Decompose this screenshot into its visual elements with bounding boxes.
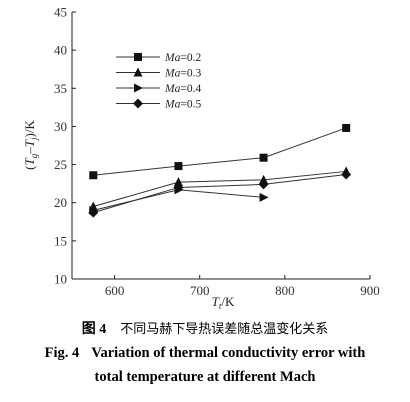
caption-en-line2: total temperature at different Mach	[94, 369, 316, 385]
legend-label: Ma=0.2	[164, 52, 201, 64]
legend-item: Ma=0.3	[116, 67, 201, 80]
x-axis-label: Tt/K	[212, 294, 235, 311]
y-tick-label: 35	[54, 81, 67, 96]
legend-label: Ma=0.3	[164, 68, 201, 80]
y-tick-label: 30	[54, 119, 67, 134]
legend-item: Ma=0.2	[116, 52, 201, 64]
x-tick-label: 900	[360, 283, 380, 298]
series-group	[88, 123, 352, 218]
series-line	[93, 127, 347, 176]
series-4	[88, 169, 352, 218]
series-line	[93, 173, 347, 214]
legend: Ma=0.2 Ma=0.3 Ma=0.4 Ma=0.5	[116, 52, 201, 111]
data-point	[173, 182, 184, 193]
data-point	[259, 153, 268, 162]
data-point	[174, 162, 183, 171]
series-line	[93, 170, 347, 208]
y-tick-label: 20	[54, 195, 67, 210]
y-tick-label: 15	[54, 233, 67, 248]
data-point	[88, 207, 99, 218]
caption-cn-text: 不同马赫下导热误差随总温变化关系	[120, 322, 329, 337]
x-tick-label: 600	[105, 283, 125, 298]
data-point	[342, 123, 351, 132]
data-point	[173, 177, 183, 187]
series-line	[93, 189, 264, 211]
series-1	[89, 123, 351, 180]
caption-en-fig: Fig. 4	[44, 345, 80, 361]
caption-english-line-1: Fig. 4 Variation of thermal conductivity …	[0, 345, 410, 362]
caption-english-line-2: total temperature at different Mach	[0, 369, 410, 386]
legend-marker	[133, 98, 143, 109]
legend-item: Ma=0.4	[116, 83, 201, 95]
legend-label: Ma=0.4	[164, 83, 201, 95]
legend-marker	[134, 83, 143, 93]
y-tick-label: 45	[54, 5, 67, 20]
legend-marker	[133, 67, 143, 77]
data-point	[259, 174, 269, 184]
y-tick-label: 25	[54, 157, 67, 172]
y-tick-label: 10	[54, 272, 67, 287]
y-axis-label: (Tg–Tj)/K	[22, 120, 39, 170]
data-point	[341, 169, 352, 180]
x-tick-label: 700	[190, 283, 210, 298]
axes: 10 15 20 25 30 35 40 45 600 700 800 900	[54, 5, 380, 299]
legend-item: Ma=0.5	[116, 98, 201, 111]
caption-cn-number: 图 4	[81, 322, 107, 337]
y-tick-label: 40	[54, 43, 67, 58]
x-tick-label: 800	[275, 283, 295, 298]
legend-label: Ma=0.5	[164, 99, 201, 111]
data-point	[258, 179, 269, 190]
caption-en-line1: Variation of thermal conductivity error …	[91, 345, 366, 361]
data-point	[89, 171, 98, 180]
series-2	[88, 166, 351, 211]
data-point	[259, 192, 269, 202]
caption-chinese: 图 4 不同马赫下导热误差随总温变化关系	[0, 318, 410, 338]
legend-marker	[134, 53, 142, 61]
